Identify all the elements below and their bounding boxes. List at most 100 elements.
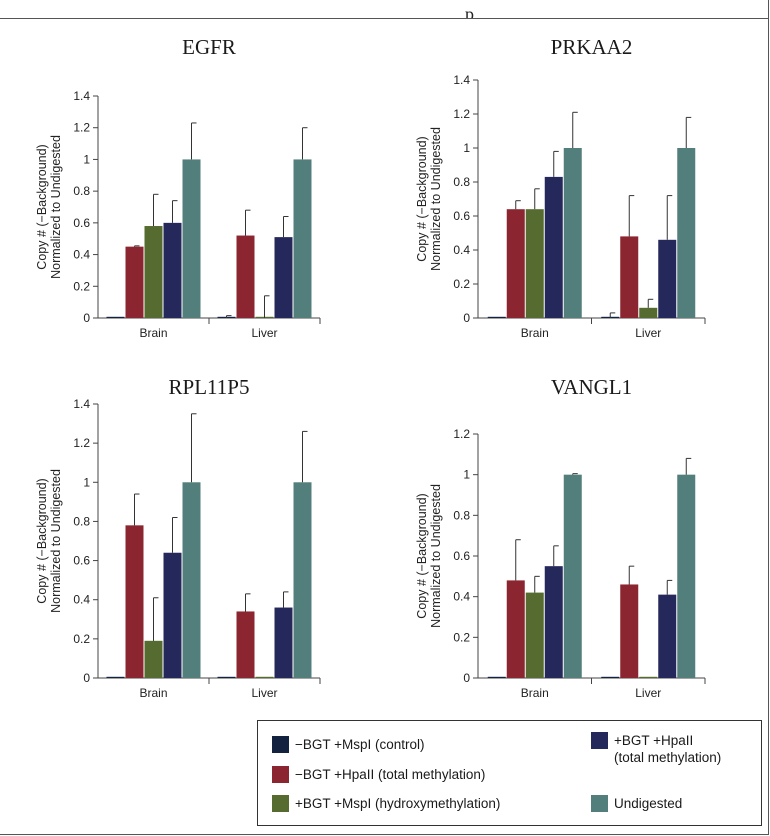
bar-hpaii-total-brain [506,209,525,318]
bar-bgt-hpaii-liver [274,607,293,678]
chart-legend: −BGT +MspI (control) −BGT +HpaII (total … [257,720,762,826]
y-axis-label-line: Normalized to Undigested [49,135,63,279]
x-tick-label-brain: Brain [521,326,549,340]
legend-swatch-hydroxy [272,795,289,812]
legend-item-undigested: Undigested [591,795,682,812]
bar-bgt-hpaii-brain [163,552,182,678]
bar-undigested-liver [677,148,696,318]
y-tick-label: 1 [463,141,470,155]
y-tick-label: 0 [463,311,470,325]
legend-item-hpaii-total: −BGT +HpaII (total methylation) [272,766,485,783]
y-tick-label: 0.2 [73,279,90,293]
y-tick-label: 1 [83,152,90,166]
y-tick-label: 0.4 [453,590,470,604]
y-tick-label: 0.8 [73,514,90,528]
chart-vangl1: VANGL1 Copy # (−Background)Normalized to … [415,375,706,700]
y-tick-label: 1 [83,475,90,489]
x-tick-label-liver: Liver [635,686,661,700]
bar-bgt-hpaii-liver [658,239,677,318]
top-border [0,18,768,19]
bar-hydroxy-brain [525,592,544,678]
y-axis-label-line: Copy # (−Background) [415,493,429,618]
legend-item-hydroxy: +BGT +MspI (hydroxymethylation) [272,795,500,812]
bar-hpaii-total-liver [620,236,639,318]
chart-title: EGFR [182,35,236,59]
y-tick-label: 1.2 [73,436,90,450]
bar-control-liver [217,676,236,678]
bar-hydroxy-liver [639,307,658,318]
chart-egfr: EGFR Copy # (−Background)Normalized to Un… [35,35,321,340]
y-axis-label-line: Copy # (−Background) [35,478,49,603]
bar-hpaii-total-liver [620,584,639,678]
y-tick-label: 0.2 [73,632,90,646]
y-tick-label: 1.4 [453,73,470,87]
legend-swatch-bgt-hpaii [591,732,608,749]
y-axis-label-line: Normalized to Undigested [49,469,63,613]
bar-undigested-liver [293,482,312,678]
bar-bgt-hpaii-liver [658,594,677,678]
bar-undigested-liver [293,159,312,318]
y-axis-label-line: Normalized to Undigested [429,127,443,271]
bar-undigested-brain [182,159,201,318]
y-tick-label: 0.8 [73,184,90,198]
chart-prkaa2: PRKAA2 Copy # (−Background)Normalized to … [415,35,706,340]
y-tick-label: 0.8 [453,175,470,189]
bar-undigested-brain [182,482,201,678]
y-axis-label-line: Copy # (−Background) [415,136,429,261]
y-tick-label: 1.2 [73,121,90,135]
y-axis-label: Copy # (−Background)Normalized to Undige… [415,484,443,628]
bar-control-brain [106,316,125,318]
bar-hydroxy-brain [144,640,163,678]
y-tick-label: 0 [83,311,90,325]
bar-control-brain [487,316,506,318]
bar-control-liver [601,676,620,678]
y-tick-label: 0.8 [453,508,470,522]
bar-hydroxy-liver [639,676,658,678]
bar-hydroxy-liver [255,676,274,678]
y-tick-label: 0.6 [73,554,90,568]
bar-bgt-hpaii-brain [544,176,563,318]
chart-rpl11p5: RPL11P5 Copy # (−Background)Normalized to… [35,375,321,700]
bar-bgt-hpaii-liver [274,237,293,318]
y-tick-label: 0.2 [453,630,470,644]
bar-hpaii-total-brain [125,246,144,318]
y-tick-label: 0 [463,671,470,685]
y-axis-label-line: Normalized to Undigested [429,484,443,628]
bar-undigested-brain [563,474,582,678]
y-tick-label: 0.4 [453,243,470,257]
y-tick-label: 0.6 [453,549,470,563]
y-tick-label: 0.6 [73,216,90,230]
y-tick-label: 0.4 [73,248,90,262]
x-tick-label-liver: Liver [251,326,277,340]
y-axis-label: Copy # (−Background)Normalized to Undige… [35,469,63,613]
bar-hpaii-total-liver [236,611,255,678]
legend-item-control: −BGT +MspI (control) [272,736,425,753]
y-tick-label: 1.4 [73,397,90,411]
bar-control-brain [106,676,125,678]
bar-undigested-brain [563,148,582,318]
y-tick-label: 0.6 [453,209,470,223]
legend-label-bgt-hpaii: +BGT +HpaII (total methylation) [614,733,722,765]
y-tick-label: 1 [463,468,470,482]
top-caption-fragment: p [465,4,474,18]
chart-title: PRKAA2 [551,35,633,59]
legend-label-undigested: Undigested [614,796,683,811]
bar-hydroxy-brain [525,209,544,318]
legend-swatch-control [272,736,289,753]
chart-title: VANGL1 [551,375,632,399]
x-tick-label-liver: Liver [635,326,661,340]
legend-label-control: −BGT +MspI (control) [295,737,425,752]
bar-bgt-hpaii-brain [163,222,182,318]
x-tick-label-liver: Liver [251,686,277,700]
chart-title: RPL11P5 [169,375,250,399]
y-tick-label: 0 [83,671,90,685]
x-tick-label-brain: Brain [521,686,549,700]
legend-swatch-hpaii-total [272,766,289,783]
x-tick-label-brain: Brain [139,686,167,700]
bar-hpaii-total-brain [506,580,525,678]
bar-bgt-hpaii-brain [544,566,563,678]
legend-swatch-undigested [591,795,608,812]
bar-hpaii-total-liver [236,235,255,318]
legend-label-hpaii-total: −BGT +HpaII (total methylation) [295,767,486,782]
